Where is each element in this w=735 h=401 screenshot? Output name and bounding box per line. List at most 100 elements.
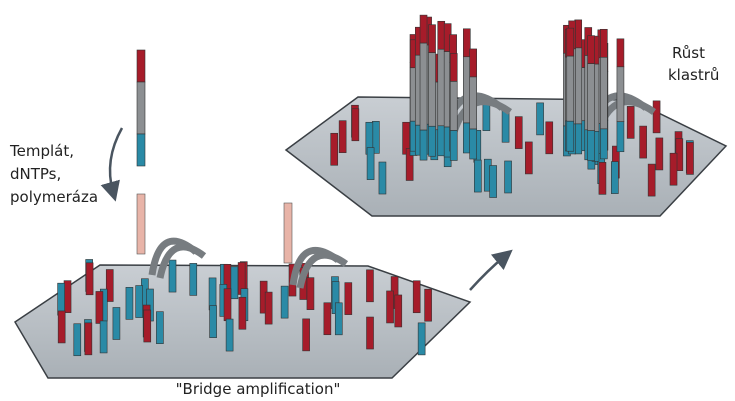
rod <box>58 283 65 315</box>
rod <box>58 311 65 343</box>
rod <box>627 106 634 138</box>
rod <box>490 166 497 198</box>
rod <box>515 117 522 149</box>
rod <box>156 312 163 344</box>
primer <box>284 203 292 263</box>
rod <box>231 267 238 299</box>
rod <box>617 39 624 67</box>
rod <box>86 263 93 295</box>
caption: "Bridge amplification" <box>176 380 341 398</box>
rod <box>64 281 71 313</box>
rod <box>640 126 647 158</box>
rod <box>670 153 677 185</box>
rod <box>169 260 176 292</box>
rod <box>420 130 427 160</box>
rod <box>307 278 314 310</box>
rod <box>379 162 386 194</box>
rod <box>425 289 432 321</box>
rod <box>600 29 607 57</box>
rod <box>648 164 655 196</box>
rod <box>686 142 693 174</box>
rod <box>367 317 374 349</box>
rod <box>113 307 120 339</box>
rod <box>567 121 574 151</box>
rod <box>429 126 436 156</box>
rod <box>505 161 512 193</box>
rod <box>617 122 624 152</box>
rod <box>450 53 457 81</box>
rod <box>463 29 470 57</box>
rod <box>463 123 470 153</box>
rod <box>345 283 352 315</box>
rod <box>96 291 103 323</box>
rod <box>190 263 197 295</box>
rod <box>303 319 310 351</box>
rod <box>438 126 445 156</box>
rod <box>546 122 553 154</box>
rod <box>324 303 331 335</box>
rod <box>352 109 359 141</box>
label: Templát, <box>9 142 74 160</box>
rod <box>100 321 107 353</box>
label: dNTPs, <box>10 165 61 183</box>
rod <box>265 292 272 324</box>
rod <box>224 289 231 321</box>
rod <box>450 81 457 130</box>
rod <box>210 306 217 338</box>
rod <box>611 162 618 194</box>
rod <box>567 56 574 121</box>
diagram: Templát, dNTPs, polymeráza Růst klastrů … <box>0 0 735 401</box>
rod <box>395 295 402 327</box>
rod <box>367 148 374 180</box>
rod <box>387 291 394 323</box>
rod <box>420 43 427 130</box>
rod <box>144 310 151 342</box>
rod <box>588 36 595 64</box>
rod <box>209 278 216 310</box>
rod <box>656 138 663 170</box>
rod <box>74 324 81 356</box>
rod <box>537 103 544 135</box>
arrow <box>110 128 122 192</box>
rod <box>588 64 595 131</box>
rod <box>413 281 420 313</box>
rod <box>463 57 470 123</box>
rod <box>653 101 660 133</box>
rod <box>418 323 425 355</box>
rod <box>470 49 477 77</box>
template-strand <box>137 50 145 166</box>
rod <box>525 142 532 174</box>
rod <box>438 49 445 126</box>
rod <box>331 133 338 165</box>
rod <box>366 270 373 302</box>
rod <box>588 131 595 161</box>
rod <box>429 53 436 127</box>
primer <box>137 194 145 254</box>
arrow <box>470 256 505 290</box>
rod <box>470 129 477 159</box>
rod <box>335 303 342 335</box>
rod <box>600 129 607 159</box>
rod <box>429 25 436 53</box>
rod <box>600 57 607 129</box>
rod <box>281 286 288 318</box>
rod <box>599 162 606 194</box>
rod <box>126 287 133 319</box>
rod <box>239 297 246 329</box>
rod <box>617 67 624 122</box>
rod <box>136 286 143 318</box>
rod <box>226 319 233 351</box>
rod <box>567 28 574 56</box>
rod <box>450 130 457 160</box>
page: Templát, dNTPs, polymeráza Růst klastrů … <box>0 0 735 401</box>
rod <box>420 15 427 43</box>
label: polymeráza <box>10 188 98 206</box>
rod <box>339 121 346 153</box>
label: klastrů <box>668 66 719 84</box>
rod <box>85 323 92 355</box>
rod <box>438 21 445 49</box>
rod <box>474 160 481 192</box>
rod <box>502 110 509 142</box>
label: Růst <box>672 44 705 62</box>
rod <box>470 77 477 129</box>
